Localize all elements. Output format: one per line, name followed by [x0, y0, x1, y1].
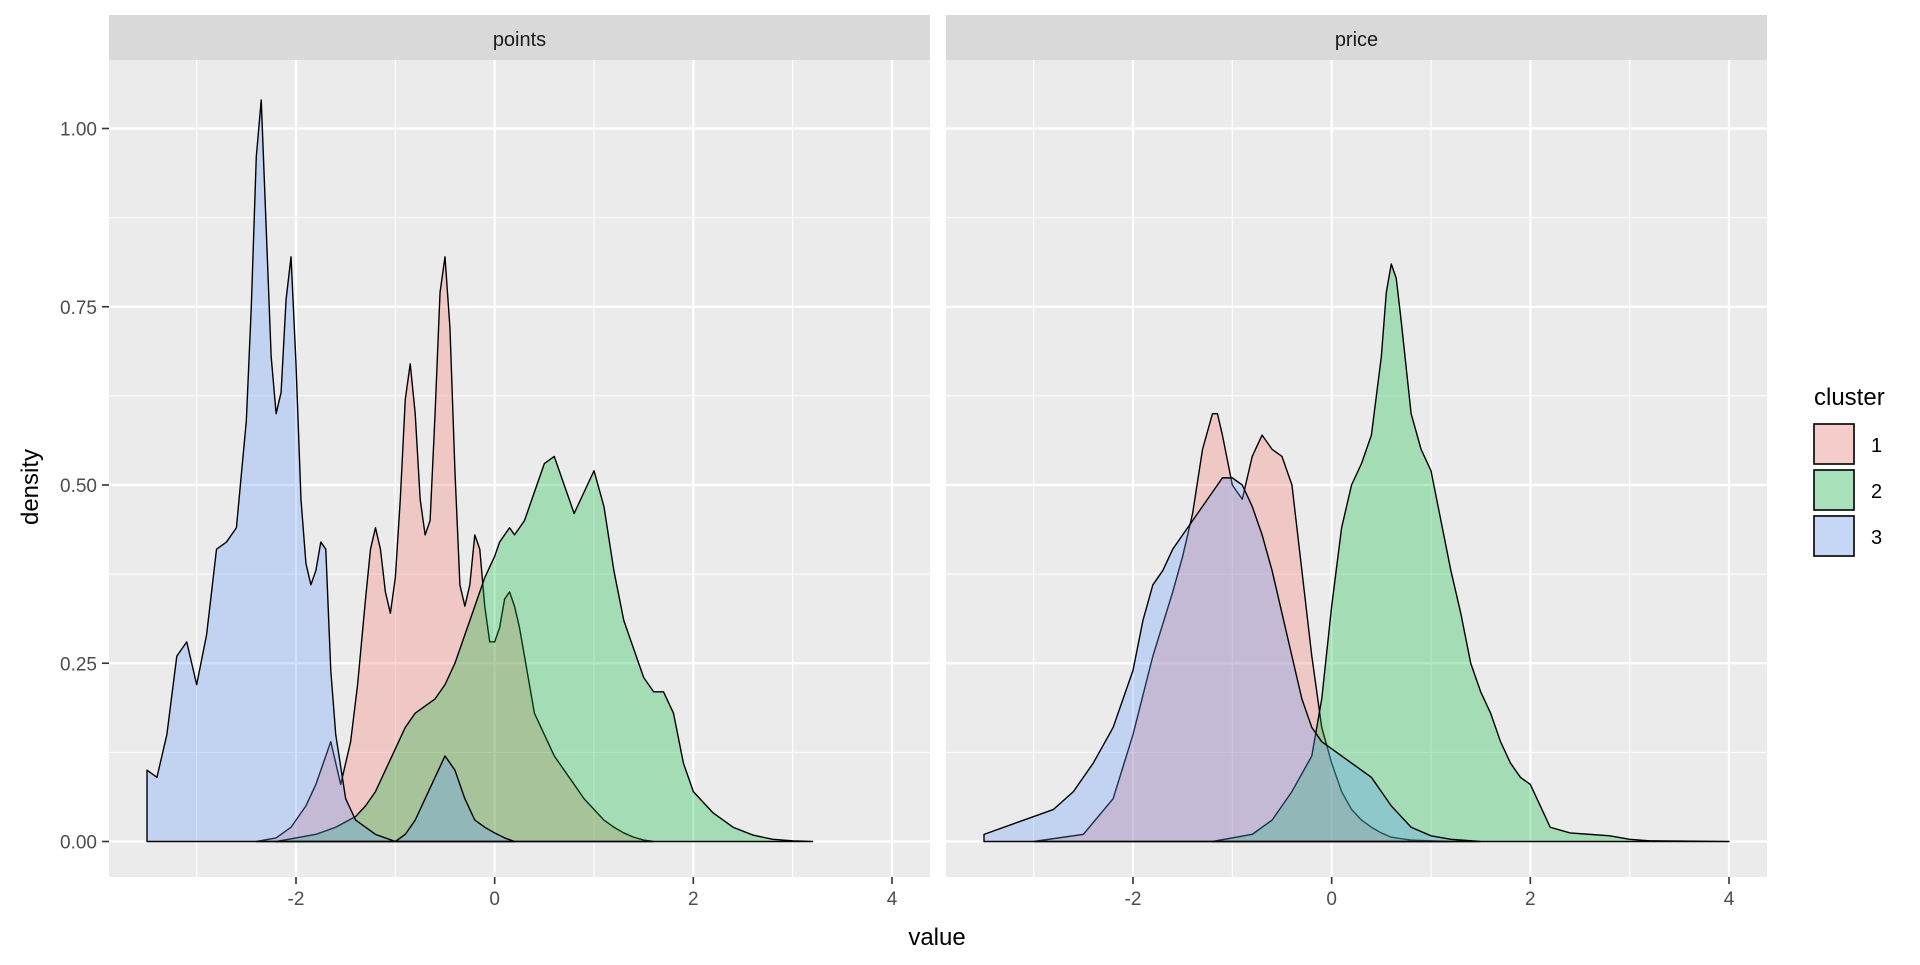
y-axis-title: density [17, 449, 44, 525]
panels-layer: points price [109, 15, 1767, 877]
facet-strip [946, 15, 1767, 60]
facet-label: price [1335, 29, 1378, 51]
facet-panel-points: points [109, 15, 930, 877]
y-tick-label: 1.00 [60, 120, 97, 141]
x-tick-label: 2 [688, 889, 699, 910]
legend-item-2: 2 [1813, 469, 1882, 511]
y-tick-label: 0.50 [60, 476, 97, 497]
legend-item-1: 1 [1813, 423, 1882, 465]
x-tick-label: 0 [489, 889, 500, 910]
legend-label: 2 [1871, 481, 1882, 503]
legend-key-bg [1813, 423, 1855, 465]
facet-label: points [493, 29, 546, 51]
density-area-price-cluster-3 [983, 477, 1482, 843]
legend-label: 3 [1871, 527, 1882, 549]
legend-key-bg [1813, 515, 1855, 557]
density-area-points-cluster-2 [275, 455, 814, 843]
x-tick-label: 4 [887, 889, 898, 910]
density-area-points-cluster-3 [146, 99, 516, 843]
facet-panel-price: price [946, 15, 1767, 877]
x-tick-label: 0 [1326, 889, 1337, 910]
x-tick-label: -2 [288, 889, 305, 910]
legend-swatch [1813, 423, 1855, 465]
density-area-price-cluster-1 [1032, 413, 1452, 843]
x-axis-title: value [908, 924, 965, 951]
legend-swatch [1813, 515, 1855, 557]
density-area-points-cluster-1 [255, 256, 655, 843]
legend-title: cluster [1814, 384, 1885, 411]
x-tick-label: 2 [1525, 889, 1536, 910]
y-tick-label: 0.25 [60, 654, 97, 675]
y-tick-label: 0.75 [60, 298, 97, 319]
legend-item-3: 3 [1813, 515, 1882, 557]
x-tick-label: 4 [1724, 889, 1735, 910]
axes-layer: -2 0 2 4 0.00 0.25 0.50 0.75 1.00 -2 0 2 4 [60, 120, 1735, 911]
legend-label: 1 [1871, 435, 1882, 457]
legend-key-bg [1813, 469, 1855, 511]
y-tick-label: 0.00 [60, 833, 97, 854]
legend: cluster 1 2 3 [1813, 384, 1885, 557]
x-tick-label: -2 [1125, 889, 1142, 910]
density-area-price-cluster-2 [1211, 263, 1730, 843]
facet-strip [109, 15, 930, 60]
legend-swatch [1813, 469, 1855, 511]
